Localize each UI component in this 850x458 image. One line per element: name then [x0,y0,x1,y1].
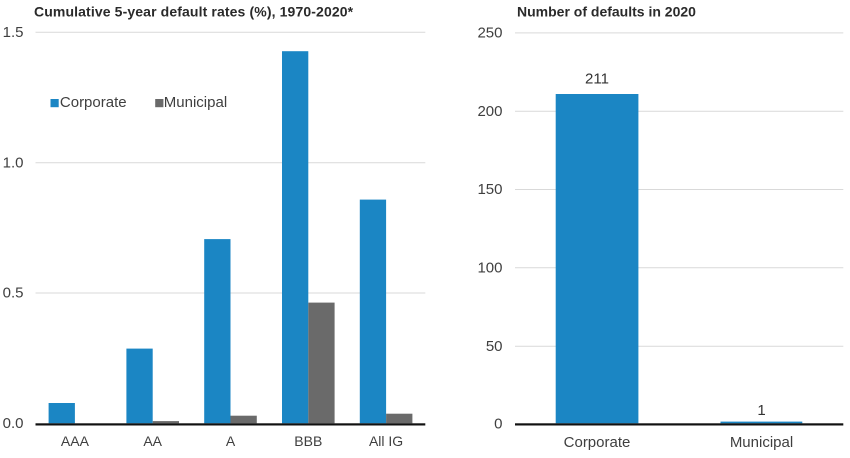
svg-text:1: 1 [757,402,765,419]
svg-text:Cumulative 5-year default rate: Cumulative 5-year default rates (%), 197… [34,4,354,20]
svg-text:0.0: 0.0 [3,415,24,432]
svg-text:BBB: BBB [294,433,322,449]
svg-text:200: 200 [477,103,502,120]
svg-text:Municipal: Municipal [164,94,227,111]
svg-text:0: 0 [494,416,502,433]
svg-text:Number of defaults in 2020: Number of defaults in 2020 [517,4,696,20]
svg-text:100: 100 [477,259,502,276]
svg-text:211: 211 [585,71,609,88]
svg-text:150: 150 [477,181,502,198]
svg-text:AAA: AAA [61,433,90,449]
svg-text:50: 50 [486,338,503,355]
svg-text:1.5: 1.5 [3,24,24,41]
svg-text:1.0: 1.0 [3,154,24,171]
svg-text:A: A [226,433,236,449]
svg-text:Corporate: Corporate [60,94,127,111]
svg-text:Municipal: Municipal [730,434,793,451]
svg-text:0.5: 0.5 [3,285,24,302]
svg-text:All IG: All IG [369,433,403,449]
svg-text:Corporate: Corporate [564,434,631,451]
svg-text:AA: AA [143,433,162,449]
svg-text:250: 250 [477,25,502,42]
